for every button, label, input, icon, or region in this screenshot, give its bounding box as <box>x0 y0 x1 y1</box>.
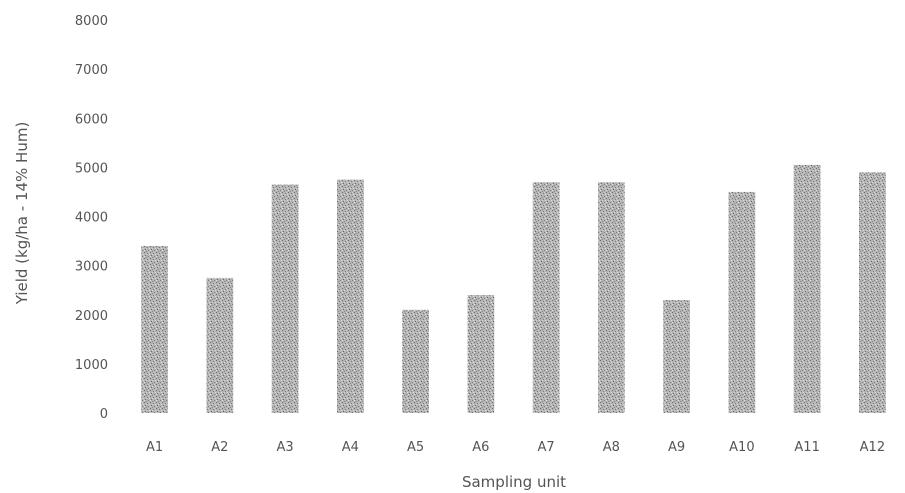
y-tick-label: 7000 <box>75 63 108 78</box>
x-axis-tick-labels: A1 A2 A3 A4 A5 A6 A7 A8 A9 A10 A11 A12 <box>146 440 885 455</box>
bar-a9 <box>663 300 691 413</box>
y-tick-label: 8000 <box>75 14 108 29</box>
x-tick-label: A6 <box>472 440 489 455</box>
x-tick-label: A8 <box>603 440 620 455</box>
y-tick-label: 5000 <box>75 161 108 176</box>
bars <box>141 164 886 413</box>
y-tick-label: 4000 <box>75 211 108 226</box>
bar-a8 <box>597 182 625 413</box>
y-axis-title: Yield (kg/ha - 14% Hum) <box>13 122 31 306</box>
x-tick-label: A1 <box>146 440 163 455</box>
bar-a6 <box>467 295 495 413</box>
bar-a2 <box>206 277 234 413</box>
bar-a5 <box>402 309 430 413</box>
y-axis-tick-labels: 0 1000 2000 3000 4000 5000 6000 7000 8000 <box>75 14 108 422</box>
y-tick-label: 3000 <box>75 260 108 275</box>
x-tick-label: A10 <box>729 440 754 455</box>
y-tick-label: 1000 <box>75 358 108 373</box>
bar-a10 <box>728 191 756 413</box>
y-tick-label: 6000 <box>75 112 108 127</box>
bar-a1 <box>141 245 169 413</box>
bar-a11 <box>793 164 821 413</box>
x-tick-label: A12 <box>860 440 885 455</box>
x-tick-label: A11 <box>794 440 819 455</box>
x-tick-label: A5 <box>407 440 424 455</box>
x-tick-label: A4 <box>342 440 359 455</box>
bar-a3 <box>271 184 299 413</box>
y-tick-label: 0 <box>100 407 108 422</box>
x-tick-label: A2 <box>211 440 228 455</box>
x-axis-title: Sampling unit <box>462 473 566 491</box>
x-tick-label: A3 <box>277 440 294 455</box>
x-tick-label: A9 <box>668 440 685 455</box>
bar-a12 <box>858 172 886 413</box>
y-tick-label: 2000 <box>75 309 108 324</box>
bar-a7 <box>532 182 560 413</box>
bar-a4 <box>336 179 364 413</box>
x-tick-label: A7 <box>538 440 555 455</box>
